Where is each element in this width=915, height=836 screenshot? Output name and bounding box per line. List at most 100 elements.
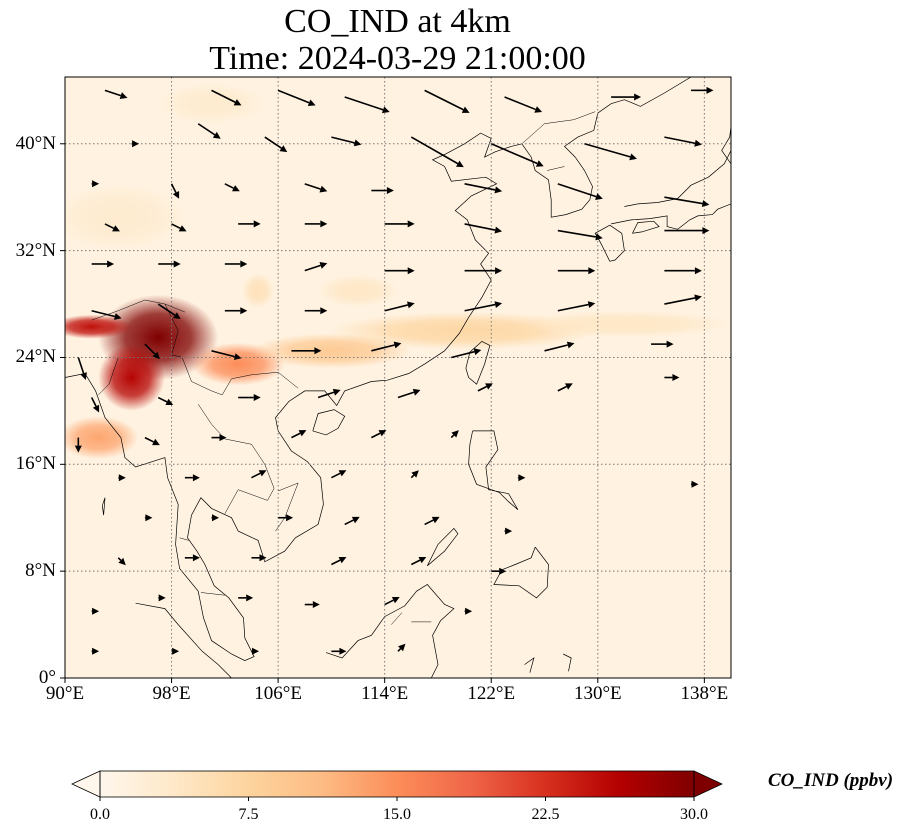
lat-tick-label: 40°N [15, 132, 56, 154]
concentration-plume [65, 416, 139, 459]
concentration-plume [65, 183, 185, 251]
border-line [91, 299, 299, 396]
wind-arrow [371, 341, 402, 352]
wind-arrow [371, 430, 387, 439]
wind-arrow [410, 557, 427, 566]
lat-tick-label: 8°N [25, 560, 56, 582]
wind-arrow [144, 436, 160, 446]
coastlines [65, 77, 731, 678]
wind-vectors [74, 86, 714, 655]
concentration-plume [158, 83, 265, 124]
wind-arrow [104, 89, 128, 99]
wind-arrow [664, 267, 702, 275]
coastline [426, 527, 459, 567]
wind-arrow [517, 474, 526, 482]
coastline [65, 132, 522, 661]
border-line [547, 166, 565, 171]
coastline [325, 584, 455, 678]
border-line [164, 303, 185, 313]
colorbar-tick-label: 15.0 [383, 806, 411, 823]
wind-arrow [464, 607, 473, 615]
wind-arrow [464, 183, 503, 194]
wind-arrow [371, 187, 394, 194]
wind-arrow [197, 123, 221, 139]
wind-arrow [557, 267, 596, 275]
wind-arrow [504, 527, 513, 535]
lon-tick-label: 114°E [361, 683, 409, 704]
wind-arrow [104, 223, 120, 232]
wind-arrow [170, 183, 180, 199]
wind-arrow [490, 143, 544, 167]
wind-arrow [464, 267, 503, 275]
wind-arrow [611, 93, 642, 101]
lon-tick-label: 138°E [680, 683, 729, 704]
wind-arrow [384, 301, 415, 312]
wind-arrow [544, 341, 575, 352]
wind-arrow [158, 260, 181, 268]
wind-arrow [224, 183, 240, 192]
concentration-plume [242, 273, 275, 309]
wind-arrow [424, 516, 440, 526]
coastline [312, 409, 346, 436]
concentration-field [65, 83, 731, 459]
concentration-plume [65, 314, 132, 339]
wind-arrow [91, 647, 100, 655]
wind-arrow [304, 307, 328, 315]
border-line [391, 612, 403, 625]
border-line [98, 357, 119, 396]
coastline [594, 224, 625, 262]
wind-arrow [90, 397, 100, 413]
wind-arrow [238, 394, 261, 401]
coastline [468, 430, 519, 510]
wind-arrow [91, 309, 122, 320]
wind-arrow [264, 136, 288, 153]
border-line [200, 592, 225, 596]
coastline [135, 602, 232, 678]
wind-arrow [251, 647, 259, 655]
wind-arrow [211, 350, 242, 360]
wind-arrow [184, 474, 200, 482]
wind-arrow [157, 396, 174, 405]
wind-arrow [291, 347, 322, 355]
coastline [611, 190, 731, 230]
wind-arrow [384, 597, 400, 606]
wind-arrow [557, 183, 603, 200]
wind-arrow [651, 340, 674, 348]
lon-tick-label: 90°E [45, 683, 85, 704]
wind-arrow [238, 220, 261, 228]
wind-arrow [157, 303, 181, 319]
wind-arrow [91, 260, 115, 268]
lon-tick-label: 98°E [152, 683, 191, 704]
title-line-2: Time: 2024-03-29 21:00:00 [209, 40, 586, 77]
wind-arrow [691, 86, 714, 94]
title-line-1: CO_IND at 4km [284, 3, 511, 40]
colorbar-tick-label: 7.5 [238, 806, 259, 823]
wind-arrow [664, 196, 710, 207]
wind-arrow [278, 514, 294, 522]
wind-arrow [477, 383, 493, 392]
wind-arrow [74, 437, 82, 453]
wind-arrow [344, 516, 360, 526]
coastline [624, 150, 731, 207]
wind-arrow [664, 374, 680, 381]
wind-arrow [691, 480, 699, 488]
coastline [101, 497, 106, 516]
wind-arrow [118, 474, 126, 482]
wind-arrow [557, 383, 573, 392]
concentration-plume [318, 274, 398, 307]
wind-arrow [331, 470, 347, 479]
coastline [524, 657, 535, 673]
wind-arrow [304, 262, 328, 272]
wind-arrow [397, 643, 406, 652]
wind-arrow [451, 348, 482, 359]
wind-arrow [304, 601, 320, 608]
wind-arrow [384, 220, 415, 228]
lat-tick-label: 24°N [15, 346, 56, 368]
concentration-plume [517, 310, 731, 338]
wind-arrow [91, 180, 100, 188]
colorbar-label: CO_IND (ppbv) [768, 770, 894, 791]
colorbar [71, 770, 723, 801]
wind-arrow [184, 554, 200, 562]
wind-arrow [450, 430, 459, 439]
